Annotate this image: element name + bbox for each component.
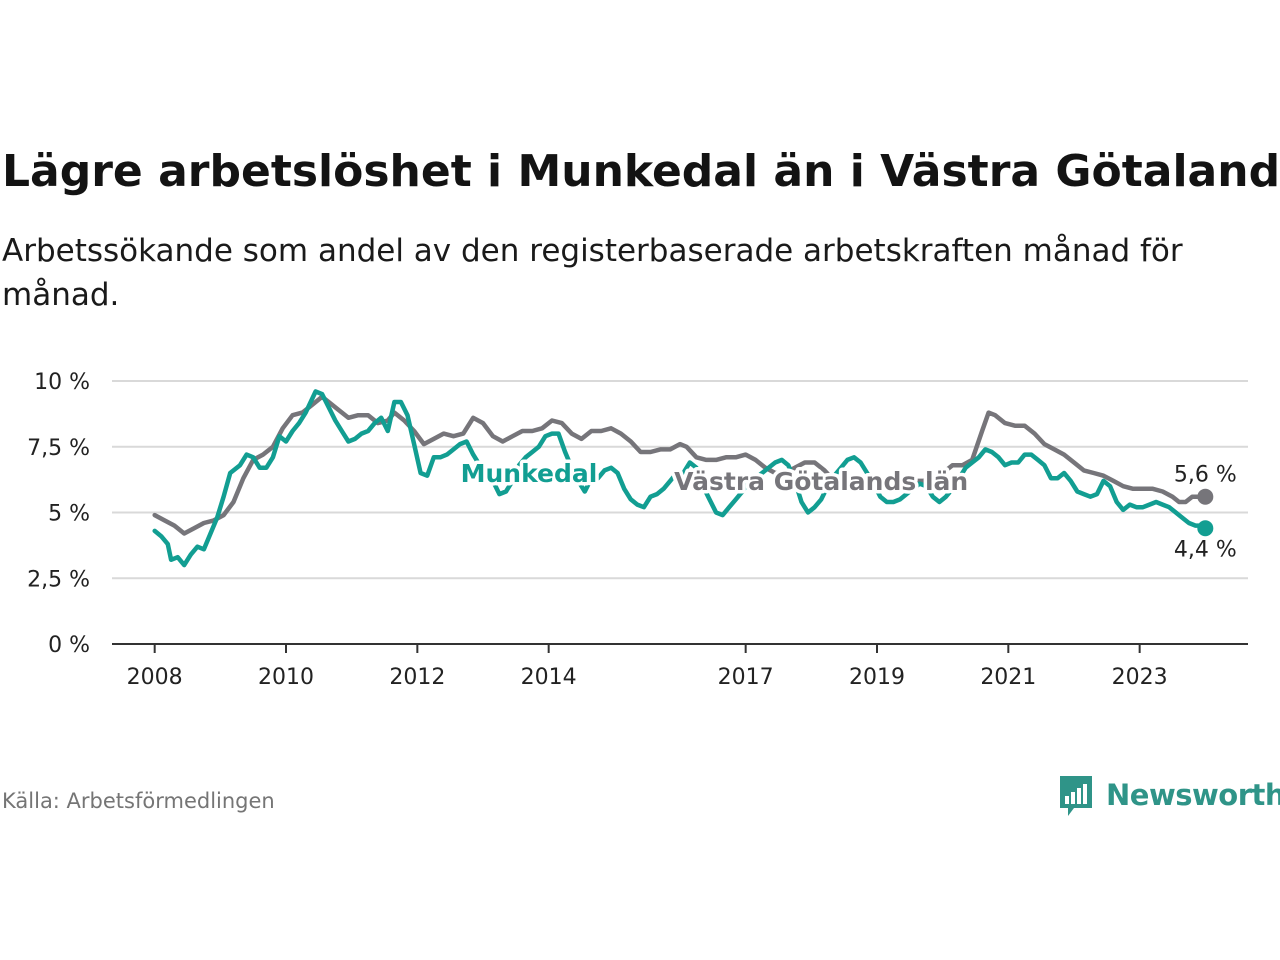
x-tick-label: 2017 — [718, 665, 774, 690]
y-tick-label: 2,5 % — [27, 567, 90, 592]
end-value-label-munkedal: 4,4 % — [1174, 537, 1237, 562]
y-tick-label: 7,5 % — [27, 436, 90, 461]
series-end-point-v-stra-g-talands-l-n — [1197, 488, 1214, 505]
x-tick-label: 2019 — [849, 665, 905, 690]
x-tick-label: 2021 — [980, 665, 1036, 690]
y-tick-label: 5 % — [48, 502, 90, 527]
series-end-point-munkedal — [1197, 520, 1214, 537]
x-tick-label: 2014 — [521, 665, 577, 690]
end-value-label-vastra: 5,6 % — [1174, 463, 1237, 488]
x-tick-label: 2010 — [258, 665, 314, 690]
x-tick-label: 2008 — [127, 665, 183, 690]
series-line-munkedal — [152, 389, 1208, 568]
y-tick-label: 0 % — [48, 633, 90, 658]
page-subtitle: Arbetssökande som andel av den registerb… — [2, 233, 1183, 313]
series-label-v-stra-g-talands-l-n: Västra Götalands län — [674, 467, 968, 496]
brand-name: Newsworthy — [1106, 778, 1280, 812]
newsworthy-logo-icon — [1060, 776, 1092, 816]
brand-logo[interactable]: Newsworthy — [1058, 772, 1280, 818]
page-title: Lägre arbetslöshet i Munkedal än i Västr… — [2, 146, 1280, 197]
x-tick-label: 2012 — [389, 665, 445, 690]
series-label-munkedal: Munkedal — [461, 459, 598, 488]
x-tick-label: 2023 — [1112, 665, 1168, 690]
y-tick-label: 10 % — [34, 370, 90, 395]
source-note: Källa: Arbetsförmedlingen — [2, 789, 275, 813]
